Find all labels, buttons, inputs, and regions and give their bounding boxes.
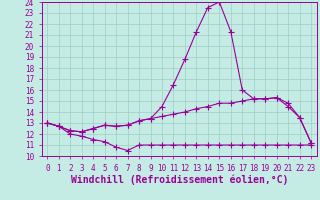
X-axis label: Windchill (Refroidissement éolien,°C): Windchill (Refroidissement éolien,°C) bbox=[70, 174, 288, 185]
